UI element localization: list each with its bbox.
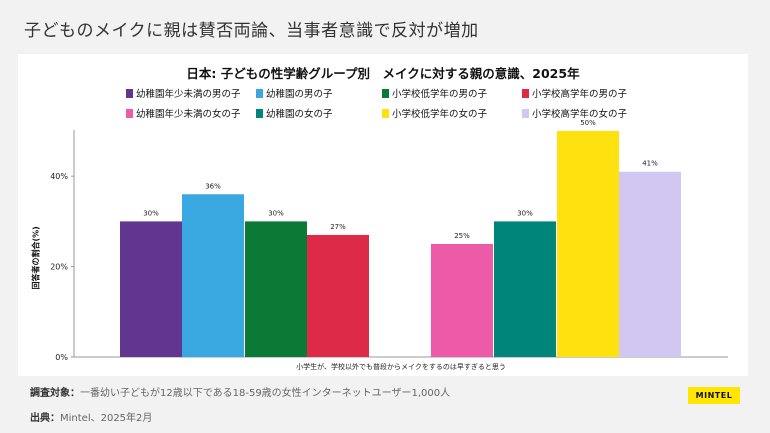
legend-swatch — [382, 88, 389, 98]
chart-title: 日本: 子どもの性学齢グループ別 メイクに対する親の意識、2025年 — [186, 66, 580, 81]
bar-value-label: 30% — [268, 209, 284, 217]
legend-label: 幼稚園の男の子 — [266, 89, 333, 100]
legend-label: 幼稚園の女の子 — [266, 109, 333, 120]
bar-value-label: 36% — [205, 182, 221, 190]
y-tick-label: 0% — [55, 353, 68, 362]
chart-legend: 幼稚園年少未満の男の子 幼稚園の男の子 小学校低学年の男の子 小学校高学年の男の… — [126, 86, 656, 120]
legend-swatch — [522, 108, 529, 118]
legend-label: 小学校低学年の男の子 — [392, 89, 488, 100]
bar-value-label: 27% — [330, 223, 346, 231]
slide-title: 子どものメイクに親は賛否両論、当事者意識で反対が増加 — [24, 21, 479, 41]
bar-value-label: 25% — [454, 232, 470, 240]
legend-item: 小学校高学年の男の子 — [522, 86, 652, 100]
legend-item: 幼稚園年少未満の男の子 — [126, 86, 256, 100]
x-axis-label: 小学生が、学校以外でも普段からメイクをするのは早すぎると思う — [296, 362, 506, 371]
survey-subject: 調査対象：一番幼い子どもが12歳以下である18-59歳の女性インターネットユーザ… — [30, 384, 450, 399]
bar — [120, 221, 182, 357]
bar — [245, 221, 307, 357]
legend-label: 小学校低学年の女の子 — [392, 109, 488, 120]
bar-value-label: 30% — [143, 209, 159, 217]
legend-item: 小学校低学年の女の子 — [382, 106, 522, 120]
legend-item: 幼稚園年少未満の女の子 — [126, 106, 256, 120]
source-label: 出典： — [30, 413, 60, 424]
bar-value-label: 30% — [517, 209, 533, 217]
legend-swatch — [126, 108, 133, 118]
bar-value-label: 41% — [642, 160, 658, 168]
bar-plot: 0% 20% 40% 30% 36% 30% 27% 25% 30% 50% 41% 小学生が、学校以… — [50, 119, 728, 371]
bar-value-label: 50% — [580, 119, 596, 127]
bar — [619, 171, 681, 357]
bar — [494, 221, 556, 357]
legend-item: 幼稚園の女の子 — [256, 106, 382, 120]
legend-swatch — [126, 88, 133, 98]
bar — [557, 131, 619, 357]
legend-swatch — [522, 88, 529, 98]
bar — [431, 244, 493, 357]
legend-item: 小学校高学年の女の子 — [522, 106, 652, 120]
y-tick-label: 20% — [50, 263, 68, 272]
survey-subject-text: 一番幼い子どもが12歳以下である18-59歳の女性インターネットユーザー1,00… — [80, 388, 451, 399]
chart-panel: 日本: 子どもの性学齢グループ別 メイクに対する親の意識、2025年 幼稚園年少… — [18, 54, 748, 376]
bar — [182, 194, 244, 357]
source: 出典：Mintel、2025年2月 — [30, 409, 152, 424]
legend-item: 幼稚園の男の子 — [256, 86, 382, 100]
legend-swatch — [256, 88, 263, 98]
legend-label: 小学校高学年の女の子 — [532, 109, 628, 120]
legend-item: 小学校低学年の男の子 — [382, 86, 522, 100]
survey-subject-label: 調査対象： — [30, 388, 80, 399]
source-text: Mintel、2025年2月 — [60, 413, 153, 424]
legend-swatch — [382, 108, 389, 118]
legend-swatch — [256, 108, 263, 118]
bar — [307, 234, 369, 357]
legend-label: 幼稚園年少未満の女の子 — [136, 109, 241, 120]
legend-label: 幼稚園年少未満の男の子 — [136, 89, 241, 100]
mintel-logo: MINTEL — [688, 387, 740, 404]
y-tick-label: 40% — [50, 172, 68, 181]
legend-label: 小学校高学年の男の子 — [532, 89, 628, 100]
